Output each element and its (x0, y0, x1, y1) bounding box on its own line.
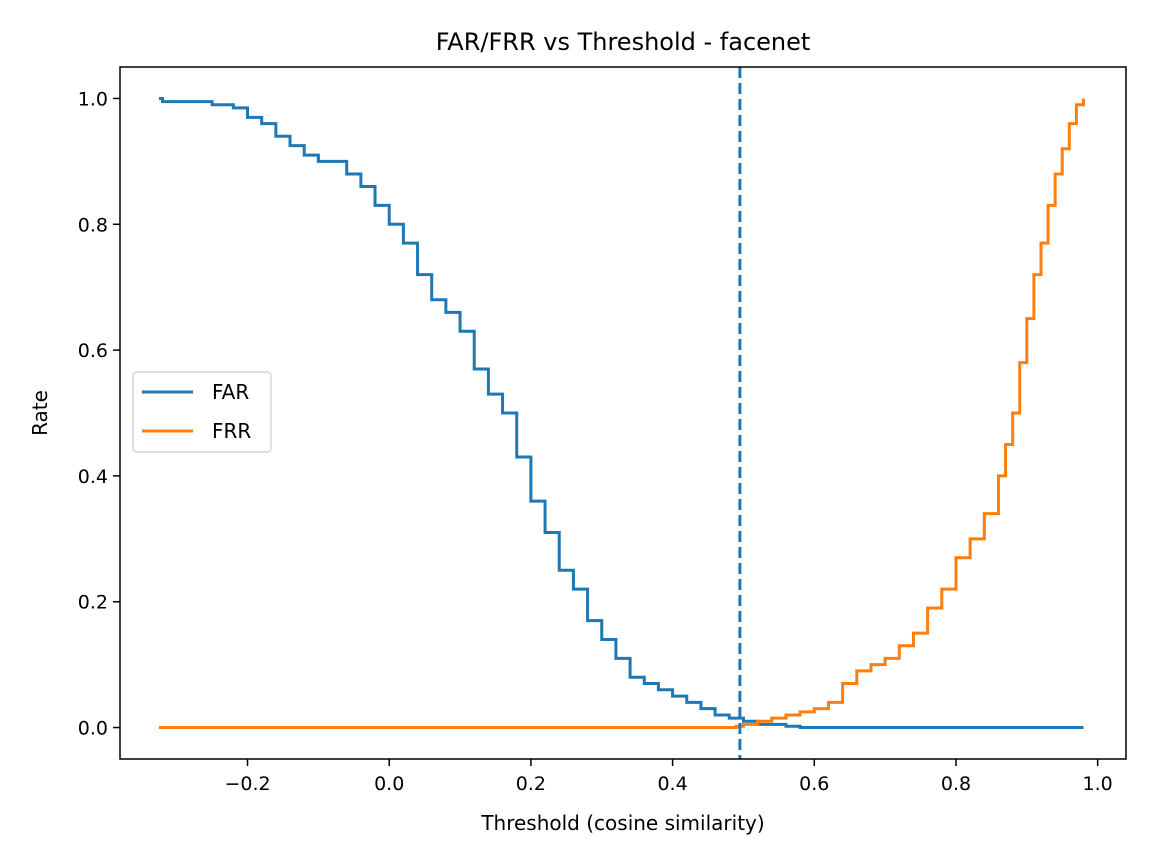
x-tick-label: −0.2 (224, 773, 270, 795)
x-tick-label: 0.4 (657, 773, 687, 795)
series-group (158, 67, 1085, 759)
y-tick-label: 0.0 (78, 718, 108, 740)
x-axis-label: Threshold (cosine similarity) (480, 811, 764, 835)
y-tick-label: 0.4 (78, 466, 108, 488)
series-line-far (158, 96, 1084, 730)
axes-frame (119, 66, 1127, 760)
plot-area: −0.2 0.0 0.2 0.4 0.6 0.8 1.0 0.0 0.2 0.4 0.6 0.8 1.0 (78, 66, 1127, 795)
legend: FAR FRR (132, 371, 272, 453)
y-tick-label: 1.0 (78, 88, 108, 110)
y-tick-label: 0.8 (78, 214, 108, 236)
y-tick-label: 0.2 (78, 592, 108, 614)
y-tick-label: 0.6 (78, 340, 108, 362)
series-line-frr (158, 98, 1085, 730)
legend-frr-label: FRR (212, 419, 251, 443)
x-tick-label: 0.2 (516, 773, 546, 795)
legend-far-label: FAR (212, 380, 249, 404)
x-tick-label: 0.6 (799, 773, 829, 795)
x-tick-label: 1.0 (1083, 773, 1113, 795)
x-tick-label: 0.0 (374, 773, 404, 795)
y-axis-label: Rate (28, 390, 52, 436)
chart-title: FAR/FRR vs Threshold - facenet (436, 28, 811, 56)
x-tick-label: 0.8 (941, 773, 971, 795)
